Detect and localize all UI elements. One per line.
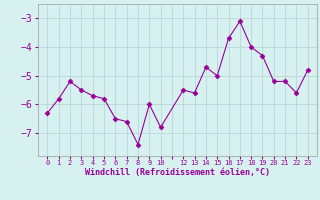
X-axis label: Windchill (Refroidissement éolien,°C): Windchill (Refroidissement éolien,°C) bbox=[85, 168, 270, 177]
